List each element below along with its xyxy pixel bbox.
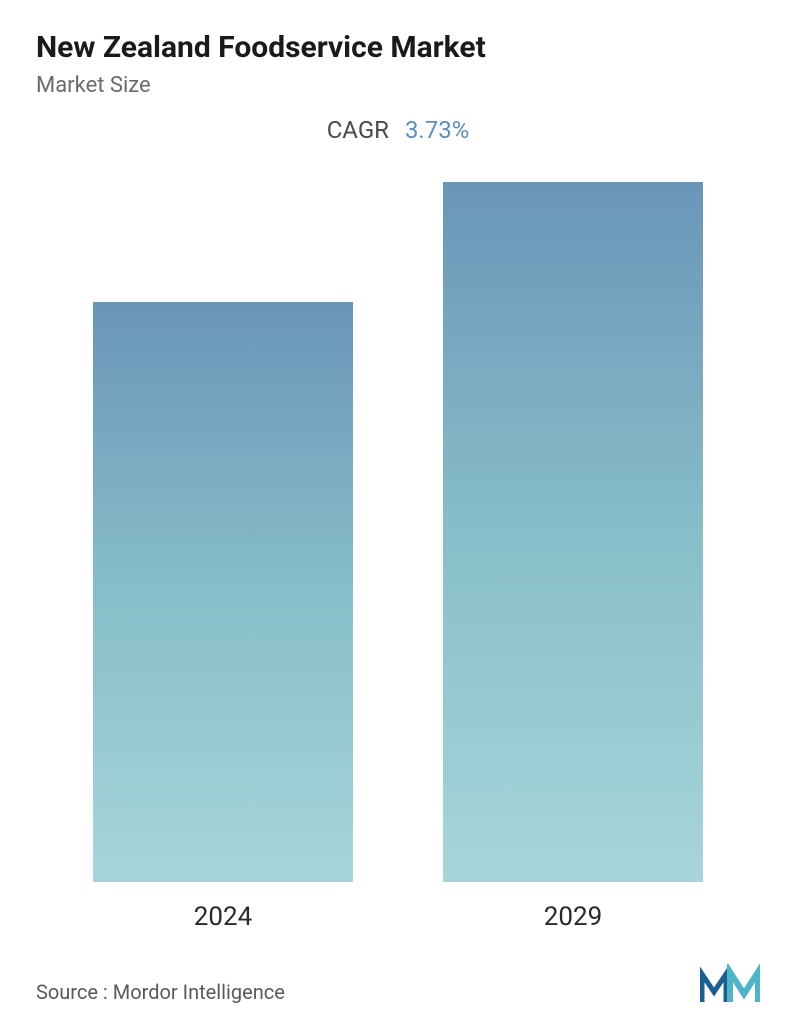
page-subtitle: Market Size bbox=[36, 73, 760, 98]
source-text: Source : Mordor Intelligence bbox=[36, 980, 285, 1004]
page-title: New Zealand Foodservice Market bbox=[36, 30, 760, 65]
bar-2024 bbox=[93, 302, 353, 882]
cagr-label: CAGR bbox=[327, 116, 389, 144]
footer: Source : Mordor Intelligence bbox=[36, 952, 760, 1004]
chart-container: New Zealand Foodservice Market Market Si… bbox=[0, 0, 796, 1034]
bar-group-2029: 2029 bbox=[443, 164, 703, 932]
bar-chart: 2024 2029 bbox=[36, 164, 760, 952]
bar-2029 bbox=[443, 182, 703, 882]
source-label: Source : bbox=[36, 980, 108, 1004]
bar-group-2024: 2024 bbox=[93, 164, 353, 932]
bar-label-2024: 2024 bbox=[194, 902, 252, 932]
cagr-row: CAGR 3.73% bbox=[36, 116, 760, 144]
bar-label-2029: 2029 bbox=[544, 902, 602, 932]
mordor-logo-icon bbox=[700, 964, 760, 1004]
cagr-value: 3.73% bbox=[405, 116, 469, 144]
source-name: Mordor Intelligence bbox=[113, 980, 285, 1004]
